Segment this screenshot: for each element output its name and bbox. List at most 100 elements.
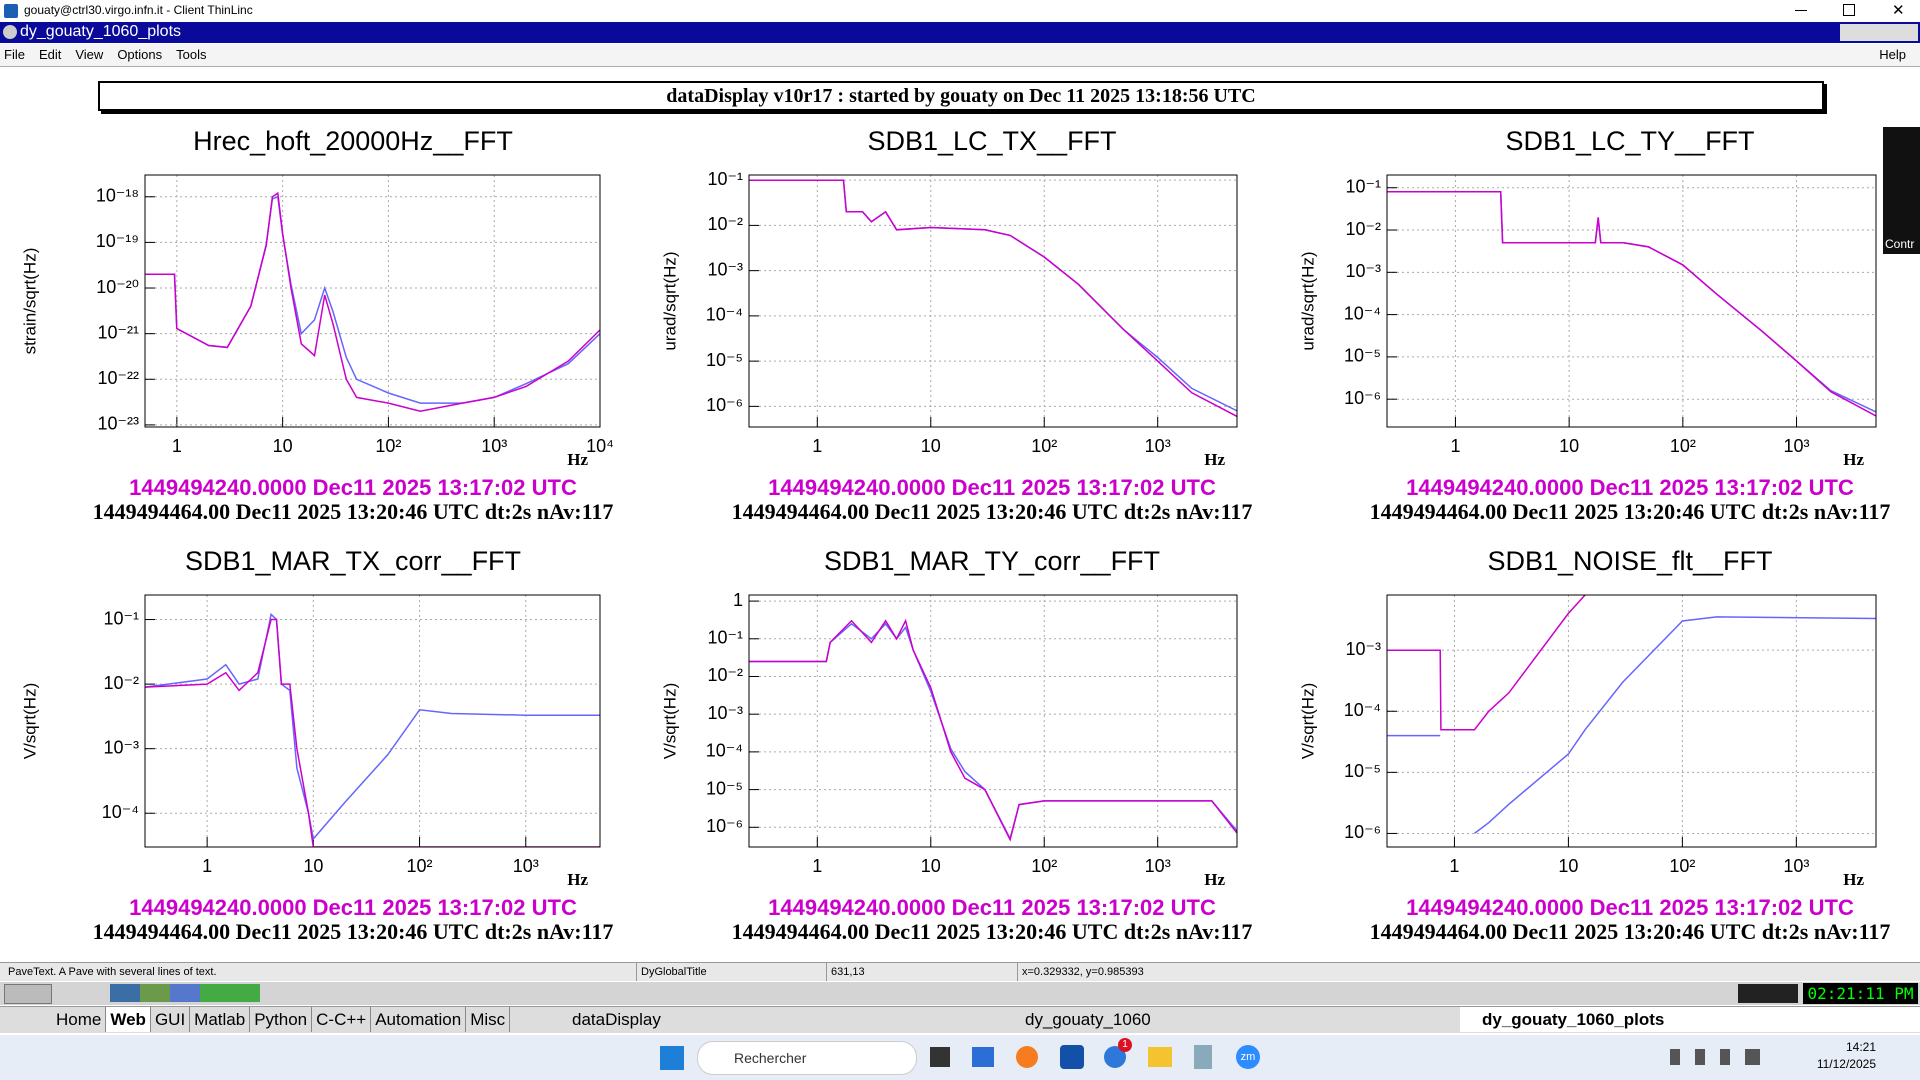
tab[interactable]: Home bbox=[52, 1007, 107, 1032]
series-line bbox=[1387, 191, 1876, 417]
tab[interactable]: Web bbox=[106, 1007, 151, 1032]
tab[interactable]: Automation bbox=[371, 1007, 467, 1032]
task-bar: Home Web GUI Matlab Python C-C++ Automation Mis… bbox=[0, 1006, 1920, 1033]
tool-button[interactable] bbox=[4, 984, 52, 1004]
plots: Hrec_hoft_20000Hz__FFTstrain/sqrt(Hz)Hz1… bbox=[20, 126, 1891, 944]
tab[interactable]: GUI bbox=[151, 1007, 191, 1032]
start-button[interactable] bbox=[660, 1046, 684, 1070]
y-tick-label: 10⁻¹⁹ bbox=[96, 231, 139, 251]
task[interactable]: dataDisplay bbox=[572, 1010, 661, 1029]
y-tick-label: 10⁻¹ bbox=[707, 169, 743, 189]
series-line bbox=[1387, 595, 1586, 731]
monitor-icon bbox=[1738, 984, 1798, 1003]
x-tick-label: 10 bbox=[921, 436, 941, 456]
x-tick-label: 1 bbox=[1450, 436, 1460, 456]
x-axis-label: Hz bbox=[1843, 870, 1864, 889]
y-tick-label: 10⁻⁴ bbox=[102, 802, 139, 822]
task[interactable]: dy_gouaty_1060_plots bbox=[1460, 1007, 1920, 1032]
series-line bbox=[749, 179, 1237, 412]
x-tick-label: 10³ bbox=[481, 436, 507, 456]
series-line bbox=[145, 618, 600, 847]
app-icon[interactable] bbox=[1104, 1046, 1126, 1068]
y-tick-label: 10⁻¹ bbox=[1345, 176, 1381, 196]
annotation: 1449494464.00 Dec11 2025 13:20:46 UTC dt… bbox=[93, 499, 614, 524]
restore-button[interactable] bbox=[1843, 4, 1855, 16]
task[interactable]: dy_gouaty_1060 bbox=[1025, 1010, 1151, 1029]
tab[interactable]: Misc bbox=[466, 1007, 511, 1032]
search-box[interactable]: Rechercher bbox=[697, 1041, 917, 1075]
app-icon[interactable] bbox=[972, 1047, 994, 1067]
menu-help[interactable]: Help bbox=[1879, 47, 1906, 62]
x-tick-label: 1 bbox=[1449, 856, 1459, 876]
app-icon[interactable] bbox=[1148, 1047, 1172, 1067]
y-tick-label: 10⁻²¹ bbox=[97, 322, 139, 342]
y-axis-label: strain/sqrt(Hz) bbox=[20, 248, 39, 355]
y-tick-label: 10⁻⁵ bbox=[706, 350, 743, 370]
zoom-icon[interactable]: zm bbox=[1236, 1045, 1260, 1069]
menu-item[interactable]: View bbox=[75, 47, 104, 62]
chart-title: SDB1_MAR_TY_corr__FFT bbox=[824, 546, 1160, 576]
chart-title: SDB1_NOISE_flt__FFT bbox=[1487, 546, 1772, 576]
y-tick-label: 10⁻⁵ bbox=[1344, 346, 1381, 366]
tab[interactable]: Python bbox=[250, 1007, 313, 1032]
x-tick-label: 1 bbox=[172, 436, 182, 456]
x-tick-label: 10³ bbox=[513, 856, 539, 876]
y-tick-label: 10⁻³ bbox=[1345, 261, 1381, 281]
minimize-button[interactable] bbox=[1795, 10, 1807, 11]
y-axis-label: V/sqrt(Hz) bbox=[660, 683, 679, 760]
y-axis-label: urad/sqrt(Hz) bbox=[1298, 251, 1317, 350]
x-tick-label: 10 bbox=[273, 436, 293, 456]
menu-item[interactable]: Tools bbox=[176, 47, 207, 62]
plot-frame bbox=[144, 174, 601, 428]
y-tick-label: 10⁻² bbox=[707, 665, 743, 685]
series-line bbox=[145, 195, 600, 404]
series-line bbox=[1387, 616, 1876, 834]
close-button[interactable]: ✕ bbox=[1892, 2, 1905, 19]
tray-icons[interactable] bbox=[1670, 1049, 1770, 1065]
annotation: 1449494240.0000 Dec11 2025 13:17:02 UTC bbox=[768, 895, 1216, 920]
app-icon[interactable] bbox=[1060, 1045, 1084, 1069]
menu-item[interactable]: Options bbox=[117, 47, 163, 62]
launcher-icons[interactable] bbox=[110, 984, 260, 1002]
app-icon[interactable] bbox=[1194, 1045, 1212, 1069]
y-axis-label: V/sqrt(Hz) bbox=[1298, 683, 1317, 760]
tab[interactable]: Matlab bbox=[190, 1007, 251, 1032]
tray-time: 14:21 bbox=[1845, 1040, 1876, 1054]
annotation: 1449494464.00 Dec11 2025 13:20:46 UTC dt… bbox=[732, 499, 1253, 524]
x-axis-label: Hz bbox=[567, 450, 588, 469]
x-tick-label: 1 bbox=[202, 856, 212, 876]
x-tick-label: 10² bbox=[1670, 436, 1696, 456]
x-axis-label: Hz bbox=[567, 870, 588, 889]
menu-item[interactable]: File bbox=[4, 47, 25, 62]
app-icon[interactable] bbox=[1016, 1046, 1038, 1068]
plot-frame bbox=[144, 594, 601, 848]
y-tick-label: 10⁻¹ bbox=[707, 628, 743, 648]
chart-title: SDB1_LC_TX__FFT bbox=[867, 126, 1116, 156]
x-tick-label: 10 bbox=[921, 856, 941, 876]
window-title: gouaty@ctrl30.virgo.infn.it - Client Thi… bbox=[24, 3, 253, 17]
y-tick-label: 10⁻⁵ bbox=[1344, 761, 1381, 781]
y-axis-label: V/sqrt(Hz) bbox=[20, 683, 39, 760]
y-tick-label: 10⁻⁶ bbox=[706, 816, 743, 836]
search-placeholder: Rechercher bbox=[734, 1050, 807, 1066]
series-line bbox=[749, 618, 1237, 842]
side-label: Contr bbox=[1885, 237, 1915, 251]
series-line bbox=[145, 191, 600, 412]
annotation: 1449494240.0000 Dec11 2025 13:17:02 UTC bbox=[1406, 475, 1854, 500]
app-icon bbox=[4, 4, 18, 18]
chart-title: SDB1_LC_TY__FFT bbox=[1505, 126, 1754, 156]
annotation: 1449494240.0000 Dec11 2025 13:17:02 UTC bbox=[129, 895, 577, 920]
tab[interactable]: C-C++ bbox=[312, 1007, 372, 1032]
y-tick-label: 10⁻⁴ bbox=[1344, 700, 1381, 720]
y-tick-label: 10⁻⁴ bbox=[706, 305, 743, 325]
annotation: 1449494464.00 Dec11 2025 13:20:46 UTC dt… bbox=[1370, 499, 1891, 524]
plot-frame bbox=[1386, 174, 1877, 428]
app-icon[interactable] bbox=[930, 1047, 950, 1067]
chart-title: SDB1_MAR_TX_corr__FFT bbox=[185, 546, 521, 576]
side-panel[interactable]: Contr bbox=[1883, 127, 1920, 254]
series-line bbox=[749, 179, 1237, 418]
clock: 02:21:11 PM bbox=[1803, 983, 1918, 1004]
y-axis-label: urad/sqrt(Hz) bbox=[660, 251, 679, 350]
window-controls[interactable] bbox=[1840, 24, 1918, 41]
menu-item[interactable]: Edit bbox=[38, 47, 62, 62]
